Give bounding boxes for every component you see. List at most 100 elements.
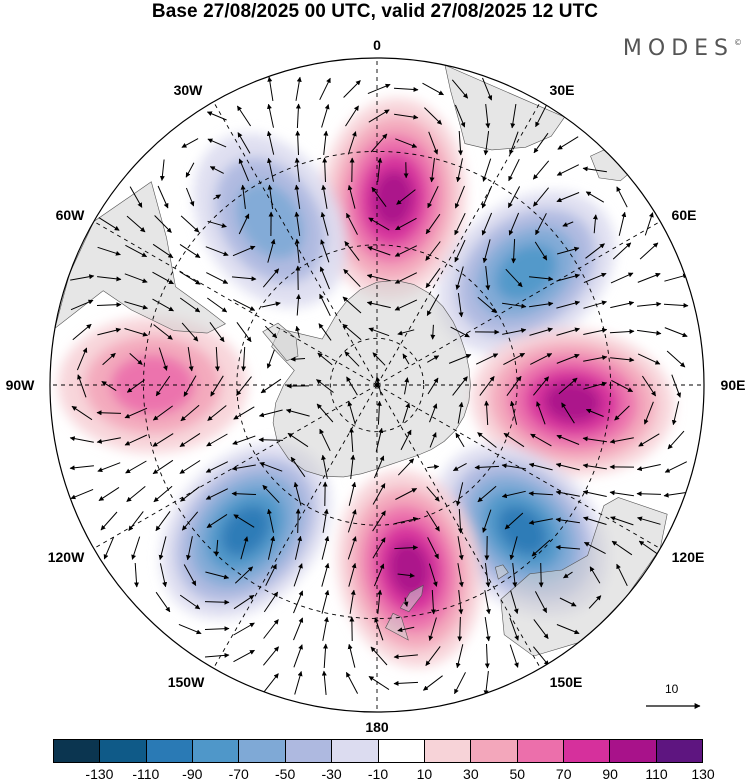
wind-arrow — [126, 379, 145, 393]
colorbar-segment — [656, 740, 703, 762]
wind-arrow — [451, 79, 469, 99]
wind-arrow — [320, 239, 330, 263]
longitude-label: 0 — [373, 37, 381, 53]
wind-arrow — [206, 513, 228, 529]
wind-arrow — [638, 433, 660, 447]
meridian-line — [376, 384, 669, 554]
wind-arrow — [429, 432, 437, 448]
wind-arrow — [101, 380, 117, 392]
wind-arrow — [124, 273, 148, 283]
wind-arrow — [263, 591, 279, 613]
colorbar-tick-label: 70 — [555, 766, 572, 782]
wind-arrow — [152, 459, 174, 475]
wind-arrow — [263, 673, 279, 693]
wind-arrow — [377, 589, 383, 614]
wind-arrow — [185, 162, 195, 178]
wind-arrow — [72, 323, 92, 341]
wind-arrow — [457, 293, 464, 318]
wind-arrow — [205, 571, 230, 580]
wind-arrow — [70, 299, 94, 311]
wind-arrow — [477, 296, 497, 314]
wind-arrow — [427, 355, 440, 363]
wind-arrow — [481, 212, 493, 236]
colorbar-tick-label: 30 — [463, 766, 479, 782]
wind-arrow — [205, 461, 229, 473]
wind-arrow — [614, 405, 630, 421]
wind-arrow — [536, 401, 546, 425]
wind-arrow — [397, 329, 415, 336]
wind-arrow — [663, 491, 688, 498]
wind-arrow — [233, 406, 255, 420]
wind-arrow — [179, 297, 201, 313]
wind-arrow — [69, 465, 94, 471]
colorbar-segment — [424, 740, 472, 762]
wind-arrow — [482, 239, 491, 264]
wind-arrow — [206, 111, 227, 121]
graticule — [50, 58, 704, 712]
wind-arrow — [556, 353, 580, 364]
wind-arrow — [427, 185, 439, 209]
wind-arrow — [556, 192, 580, 203]
wind-arrow — [158, 536, 167, 561]
map-title: Base 27/08/2025 00 UTC, valid 27/08/2025… — [151, 1, 599, 22]
wind-arrow — [533, 646, 549, 666]
wind-arrow — [664, 273, 689, 282]
wind-arrow — [452, 462, 467, 472]
wind-arrow — [125, 460, 147, 474]
wind-arrow — [346, 212, 358, 235]
wind-arrow — [485, 104, 491, 129]
wind-arrow — [213, 194, 222, 200]
longitude-label: 150W — [167, 674, 205, 690]
wind-arrow — [425, 268, 441, 289]
wind-arrow — [321, 104, 330, 128]
wind-arrow — [322, 508, 329, 533]
wind-arrow — [663, 302, 689, 308]
wind-arrow — [98, 486, 120, 502]
wind-arrow — [319, 293, 331, 317]
wind-arrow — [450, 326, 470, 338]
wind-arrow — [267, 535, 276, 560]
wind-arrow — [610, 300, 635, 309]
wind-arrow — [293, 617, 304, 641]
wind-arrow — [266, 103, 274, 128]
wind-arrow — [616, 563, 628, 587]
wind-arrow — [609, 437, 634, 444]
wind-arrow — [258, 437, 284, 443]
wind-arrow — [233, 514, 255, 528]
wind-arrow — [317, 352, 333, 366]
wind-arrow — [376, 400, 382, 425]
wind-arrow — [477, 432, 497, 448]
wind-arrow — [266, 130, 275, 155]
copyright-mark: © — [734, 38, 742, 47]
wind-arrow — [538, 562, 544, 588]
wind-arrow — [556, 624, 580, 635]
wind-arrow — [528, 518, 553, 525]
colorbar-tick-label: -130 — [85, 766, 114, 782]
wind-arrow — [454, 239, 466, 263]
wind-arrow — [287, 432, 309, 448]
wind-arrow — [427, 464, 440, 470]
wind-arrow — [154, 215, 172, 233]
new-zealand-north — [385, 612, 409, 641]
wind-arrow — [373, 563, 385, 587]
wind-arrow — [207, 297, 228, 313]
wind-arrow — [482, 77, 493, 101]
colorbar-segment — [239, 740, 286, 762]
longitude-label: 60E — [671, 207, 697, 223]
wind-arrow — [394, 113, 419, 120]
wind-arrow — [510, 590, 519, 614]
wind-arrow — [322, 157, 328, 183]
wind-arrow — [426, 294, 440, 316]
wind-arrow — [555, 490, 580, 497]
wind-arrow — [318, 323, 332, 341]
wind-arrow — [534, 241, 548, 261]
wind-arrow — [207, 220, 227, 228]
wind-arrow — [455, 158, 463, 183]
colorbar-ticks: -130 -110 -90 -70 -50 -30 -10 10 30 50 70 90 110 130 — [0, 766, 750, 782]
wind-arrow — [153, 485, 173, 503]
wind-arrow — [430, 324, 436, 340]
wind-arrow — [454, 212, 466, 236]
wind-arrow — [484, 617, 491, 642]
wind-arrow — [611, 540, 633, 556]
